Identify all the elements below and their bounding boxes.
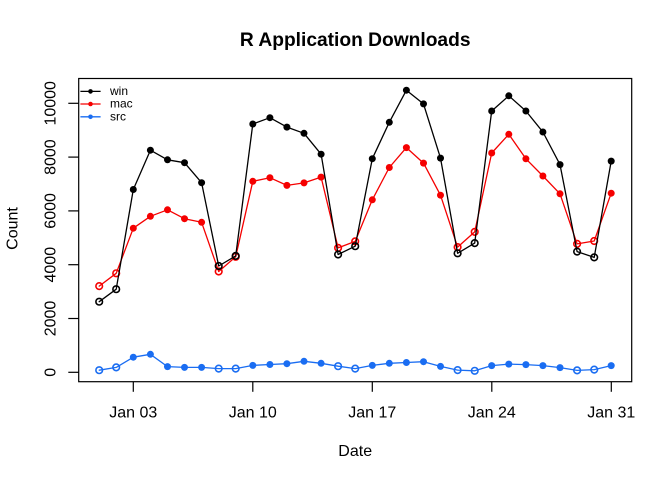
svg-text:R Application Downloads: R Application Downloads: [240, 30, 471, 51]
svg-text:Jan 17: Jan 17: [348, 404, 396, 421]
svg-text:Jan 10: Jan 10: [229, 404, 277, 421]
svg-text:8000: 8000: [43, 139, 60, 175]
svg-text:win: win: [109, 84, 128, 98]
svg-text:4000: 4000: [43, 247, 60, 283]
svg-text:mac: mac: [110, 97, 133, 111]
svg-text:Count: Count: [5, 207, 22, 250]
svg-text:10000: 10000: [43, 81, 60, 126]
svg-text:Date: Date: [338, 443, 372, 460]
svg-text:6000: 6000: [43, 193, 60, 229]
svg-text:Jan 03: Jan 03: [109, 404, 157, 421]
svg-text:2000: 2000: [43, 301, 60, 337]
svg-text:Jan 24: Jan 24: [468, 404, 516, 421]
svg-text:0: 0: [43, 368, 60, 377]
svg-text:Jan 31: Jan 31: [587, 404, 635, 421]
svg-text:src: src: [110, 110, 126, 124]
